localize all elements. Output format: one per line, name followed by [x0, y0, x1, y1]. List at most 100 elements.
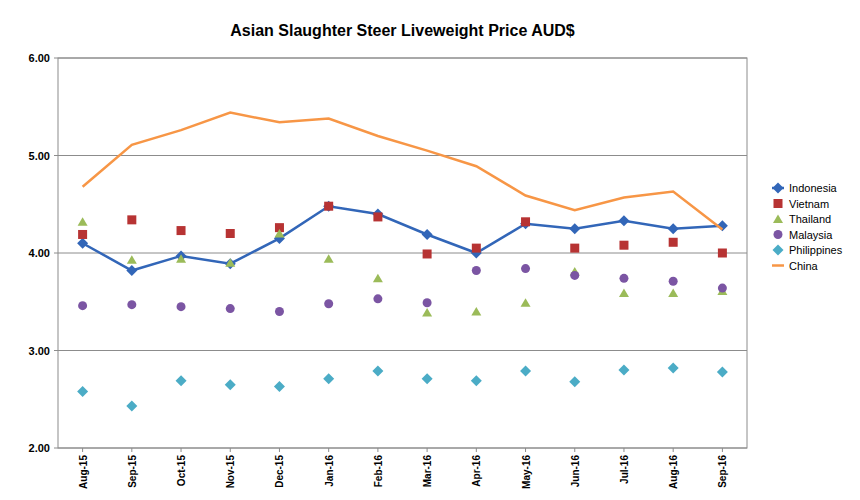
- data-point: [422, 308, 432, 317]
- x-tick: [230, 448, 231, 452]
- data-point: [373, 274, 383, 283]
- data-point: [521, 298, 531, 307]
- data-point: [323, 373, 334, 384]
- data-point: [274, 229, 284, 238]
- data-point: [717, 366, 728, 377]
- data-point: [77, 386, 88, 397]
- x-tick-label: Sep-15: [127, 455, 138, 488]
- legend-label: Indonesia: [789, 182, 838, 194]
- data-point: [373, 294, 382, 303]
- data-point: [570, 244, 579, 253]
- data-point: [177, 226, 186, 235]
- y-tick: [54, 155, 58, 156]
- x-tick-label: Jul-16: [619, 455, 630, 484]
- x-tick: [673, 448, 674, 452]
- data-point: [226, 229, 235, 238]
- grid-line: [58, 155, 747, 156]
- y-tick: [54, 253, 58, 254]
- grid-line: [58, 253, 747, 254]
- data-point: [127, 215, 136, 224]
- data-point: [372, 365, 383, 376]
- data-point: [126, 401, 137, 412]
- x-tick-label: Jun-16: [570, 455, 581, 488]
- data-point: [619, 274, 628, 283]
- x-tick-label: Nov-15: [225, 455, 236, 489]
- data-point: [472, 266, 481, 275]
- data-point: [324, 254, 334, 263]
- data-point: [618, 215, 629, 226]
- legend-label: Malaysia: [789, 229, 833, 241]
- data-point: [472, 244, 481, 253]
- series-line: [83, 113, 723, 230]
- data-point: [225, 258, 236, 269]
- x-tick: [525, 448, 526, 452]
- data-point: [78, 230, 87, 239]
- x-tick-label: Sep-16: [717, 455, 728, 488]
- data-point: [668, 288, 678, 297]
- legend-label: Vietnam: [789, 198, 829, 210]
- x-tick: [377, 448, 378, 452]
- data-point: [176, 375, 187, 386]
- data-point: [177, 302, 186, 311]
- legend-marker: [774, 199, 783, 208]
- data-point: [324, 299, 333, 308]
- data-point: [668, 363, 679, 374]
- y-tick: [54, 58, 58, 59]
- data-point: [422, 373, 433, 384]
- x-tick-label: Jan-16: [324, 455, 335, 487]
- x-tick: [722, 448, 723, 452]
- data-point: [520, 365, 531, 376]
- x-tick: [427, 448, 428, 452]
- title: Asian Slaughter Steer Liveweight Price A…: [230, 22, 575, 39]
- chart: Asian Slaughter Steer Liveweight Price A…: [0, 0, 860, 500]
- legend-label: Thailand: [789, 213, 831, 225]
- data-point: [126, 265, 137, 276]
- data-point: [521, 217, 530, 226]
- data-area: [77, 113, 728, 412]
- x-tick: [181, 448, 182, 452]
- legend-marker: [773, 245, 784, 256]
- data-point: [471, 375, 482, 386]
- data-point: [718, 284, 727, 293]
- x-tick: [623, 448, 624, 452]
- y-tick-label: 5.00: [29, 150, 50, 162]
- data-point: [669, 238, 678, 247]
- data-point: [471, 307, 481, 316]
- data-point: [176, 254, 186, 263]
- x-tick: [131, 448, 132, 452]
- x-tick: [328, 448, 329, 452]
- x-tick-label: Aug-15: [78, 455, 89, 489]
- data-point: [323, 201, 334, 212]
- y-tick: [54, 350, 58, 351]
- data-point: [275, 307, 284, 316]
- data-point: [668, 223, 679, 234]
- data-point: [569, 376, 580, 387]
- x-tick: [82, 448, 83, 452]
- data-point: [619, 288, 629, 297]
- data-point: [619, 241, 628, 250]
- x-tick-label: Feb-16: [373, 455, 384, 488]
- x-tick: [574, 448, 575, 452]
- legend-label: China: [789, 260, 819, 272]
- data-point: [570, 271, 579, 280]
- legend-marker: [773, 183, 784, 194]
- data-point: [569, 223, 580, 234]
- x-tick-label: Aug-16: [668, 455, 679, 489]
- x-tick-label: May-16: [521, 455, 532, 489]
- data-point: [669, 277, 678, 286]
- plot-frame: [58, 58, 747, 448]
- y-tick-label: 6.00: [29, 52, 50, 64]
- data-point: [718, 249, 727, 258]
- legend-marker: [773, 215, 783, 224]
- data-point: [423, 298, 432, 307]
- data-point: [520, 218, 531, 229]
- x-tick-label: Dec-15: [274, 455, 285, 488]
- data-point: [226, 304, 235, 313]
- data-point: [423, 249, 432, 258]
- data-point: [422, 229, 433, 240]
- legend-marker: [774, 230, 783, 239]
- x-tick: [279, 448, 280, 452]
- x-tick-label: Oct-15: [176, 455, 187, 487]
- y-tick-label: 4.00: [29, 247, 50, 259]
- grid-line: [58, 350, 747, 351]
